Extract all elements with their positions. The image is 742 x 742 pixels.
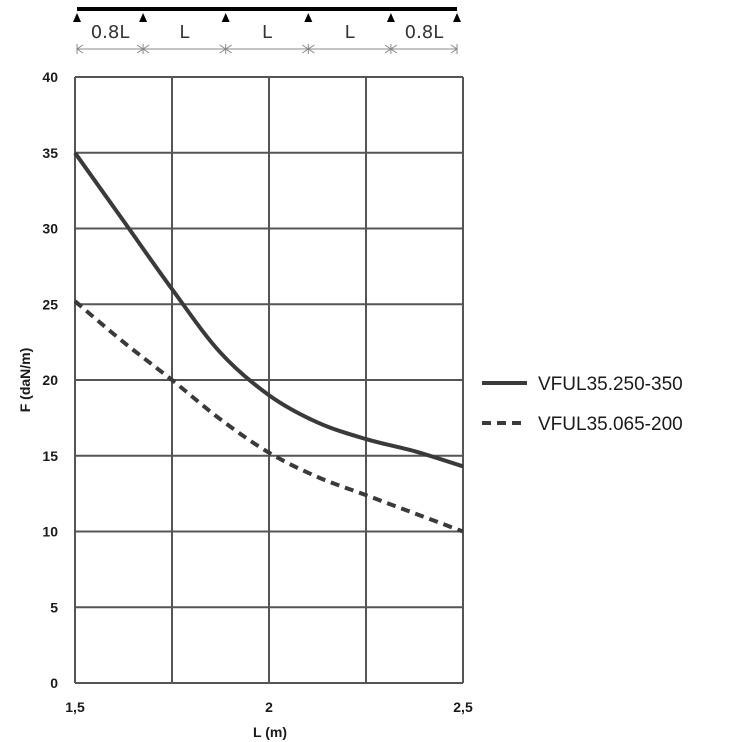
x-tick-label: 1,5: [65, 699, 85, 715]
y-axis-title: F (daN/m): [17, 348, 33, 413]
y-tick-label: 35: [42, 145, 58, 161]
y-tick-label: 10: [42, 524, 58, 540]
span-label: L: [345, 22, 355, 43]
support-triangle-icon: [304, 13, 313, 22]
span-label: 0.8L: [405, 22, 444, 43]
x-tick-label: 2,5: [453, 699, 473, 715]
chart-legend: VFUL35.250-350 VFUL35.065-200: [482, 374, 683, 435]
support-triangle-icon: [73, 13, 81, 22]
beam-diagram: 0.8L L L L 0.8L: [73, 7, 461, 54]
span-label: 0.8L: [91, 22, 130, 43]
y-tick-label: 0: [50, 675, 58, 691]
chart-grid: [74, 76, 464, 684]
series-line: [73, 151, 464, 469]
legend-label: VFUL35.250-350: [538, 374, 683, 395]
chart-series: [73, 151, 464, 534]
legend-label: VFUL35.065-200: [538, 414, 683, 435]
series-line: [73, 299, 464, 534]
support-triangle-icon: [139, 13, 148, 22]
support-triangle-icon: [386, 13, 395, 22]
x-tick-label: 2: [265, 699, 273, 715]
y-tick-label: 25: [42, 296, 58, 312]
y-tick-label: 5: [50, 599, 58, 615]
x-axis-title: L (m): [253, 724, 287, 740]
y-tick-label: 30: [42, 221, 58, 237]
span-label: L: [179, 22, 189, 43]
axis-tick-labels: 0 5 10 15 20 25 30 35 40 1,5 2 2,5: [42, 69, 473, 715]
support-triangle-icon: [221, 13, 230, 22]
support-triangle-icon: [453, 13, 461, 22]
y-tick-label: 40: [42, 69, 58, 85]
span-label: L: [262, 22, 272, 43]
y-tick-label: 15: [42, 448, 58, 464]
y-tick-label: 20: [42, 372, 58, 388]
